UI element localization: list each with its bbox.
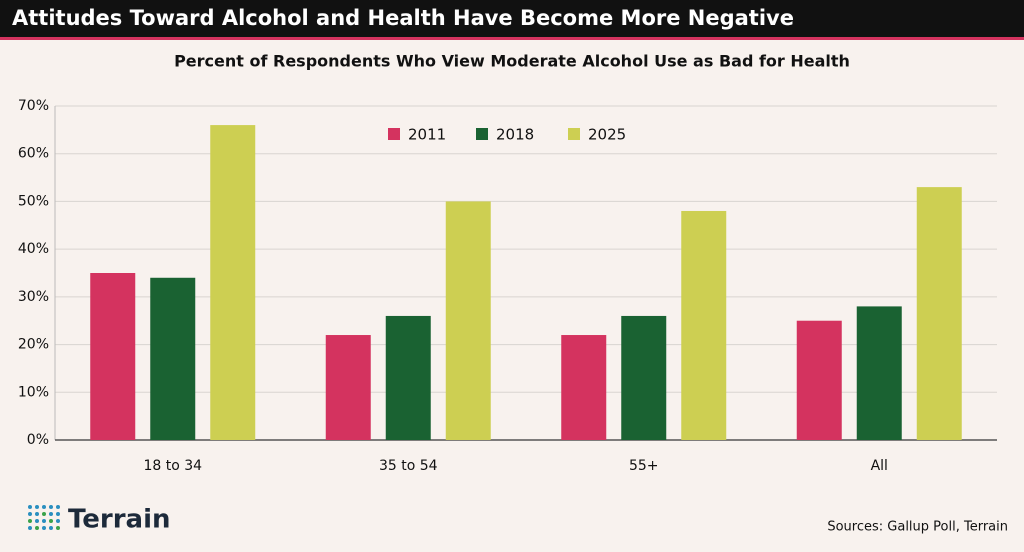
y-tick-label: 70% <box>18 98 49 114</box>
x-tick-label: 35 to 54 <box>379 458 438 474</box>
bar <box>796 320 842 440</box>
y-tick-label: 20% <box>18 337 49 353</box>
header-band <box>0 0 1024 37</box>
y-tick-label: 30% <box>18 289 49 305</box>
bar <box>90 273 136 440</box>
bar <box>856 306 902 440</box>
legend-swatch <box>388 128 400 140</box>
chart-title: Percent of Respondents Who View Moderate… <box>174 52 850 71</box>
legend-swatch <box>568 128 580 140</box>
y-tick-label: 10% <box>18 384 49 400</box>
x-tick-label: 55+ <box>629 458 659 474</box>
x-tick-label: All <box>871 458 888 474</box>
legend-label: 2018 <box>496 126 534 144</box>
bar <box>385 315 431 440</box>
bar <box>561 335 607 440</box>
y-tick-label: 0% <box>27 432 49 448</box>
bar <box>621 315 667 440</box>
bar <box>681 210 727 440</box>
bar <box>210 125 256 440</box>
bar <box>325 335 371 440</box>
header-title: Attitudes Toward Alcohol and Health Have… <box>12 6 794 30</box>
bar <box>445 201 491 440</box>
y-tick-label: 60% <box>18 146 49 162</box>
legend-swatch <box>476 128 488 140</box>
y-tick-label: 50% <box>18 193 49 209</box>
header-rule <box>0 37 1024 40</box>
source: Sources: Gallup Poll, Terrain <box>827 520 1008 535</box>
bar <box>150 277 196 440</box>
logo-text: Terrain <box>68 505 171 535</box>
bar <box>916 187 962 440</box>
x-tick-label: 18 to 34 <box>143 458 202 474</box>
y-tick-label: 40% <box>18 241 49 257</box>
legend-label: 2025 <box>588 126 626 144</box>
legend-label: 2011 <box>408 126 446 144</box>
logo-dots <box>28 505 60 530</box>
